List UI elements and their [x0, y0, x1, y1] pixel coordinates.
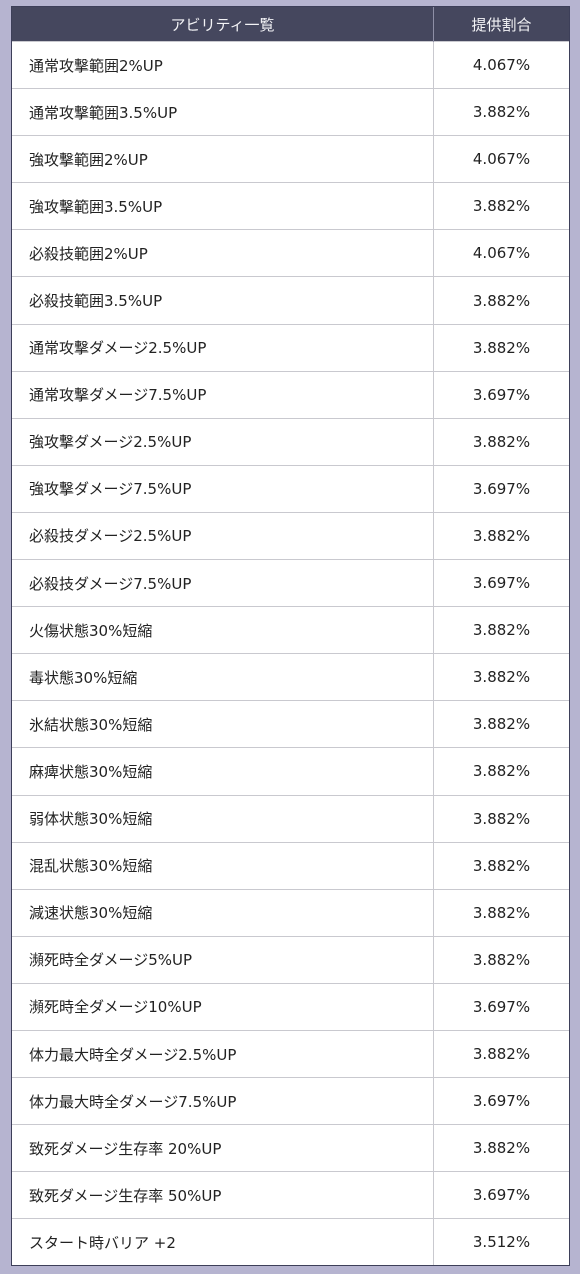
table-row: 必殺技ダメージ2.5%UP 3.882%	[12, 511, 569, 560]
provide-rate-cell: 3.882%	[433, 653, 569, 701]
table-row: 麻痺状態30%短縮 3.882%	[12, 747, 569, 795]
table-row: 通常攻撃ダメージ2.5%UP 3.882%	[12, 323, 569, 372]
provide-rate-cell: 3.697%	[433, 370, 569, 419]
provide-rate-cell: 3.882%	[433, 417, 569, 466]
table-row: 強攻撃ダメージ2.5%UP 3.882%	[12, 417, 569, 466]
table-row: 火傷状態30%短縮 3.882%	[12, 606, 569, 654]
table-row: 毒状態30%短縮 3.882%	[12, 653, 569, 701]
ability-name-cell: 通常攻撃ダメージ7.5%UP	[12, 370, 434, 419]
provide-rate-cell: 3.882%	[433, 276, 569, 325]
table-row: 弱体状態30%短縮 3.882%	[12, 794, 569, 843]
ability-name-cell: 毒状態30%短縮	[12, 653, 434, 701]
header-ability-list: アビリティ一覧	[12, 7, 434, 42]
table-row: 混乱状態30%短縮 3.882%	[12, 841, 569, 890]
ability-name-cell: 体力最大時全ダメージ7.5%UP	[12, 1077, 434, 1125]
table-row: 強攻撃ダメージ7.5%UP 3.697%	[12, 464, 569, 513]
ability-name-cell: 必殺技範囲2%UP	[12, 229, 434, 277]
provide-rate-cell: 3.882%	[433, 747, 569, 795]
header-provide-rate: 提供割合	[433, 7, 569, 42]
table-row: 通常攻撃範囲3.5%UP 3.882%	[12, 88, 569, 136]
provide-rate-cell: 3.697%	[433, 464, 569, 513]
ability-name-cell: 強攻撃ダメージ2.5%UP	[12, 417, 434, 466]
table-row: 体力最大時全ダメージ2.5%UP 3.882%	[12, 1029, 569, 1078]
provide-rate-cell: 3.882%	[433, 888, 569, 937]
ability-name-cell: 必殺技範囲3.5%UP	[12, 276, 434, 325]
provide-rate-cell: 3.697%	[433, 559, 569, 607]
provide-rate-cell: 3.882%	[433, 88, 569, 136]
table-body: 通常攻撃範囲2%UP 4.067% 通常攻撃範囲3.5%UP 3.882% 強攻撃範囲2…	[12, 40, 569, 1266]
ability-name-cell: 麻痺状態30%短縮	[12, 747, 434, 795]
ability-name-cell: 混乱状態30%短縮	[12, 841, 434, 890]
table-row: 必殺技範囲2%UP 4.067%	[12, 229, 569, 277]
ability-name-cell: 減速状態30%短縮	[12, 888, 434, 937]
table-row: 体力最大時全ダメージ7.5%UP 3.697%	[12, 1077, 569, 1125]
table-row: 通常攻撃ダメージ7.5%UP 3.697%	[12, 370, 569, 419]
provide-rate-cell: 4.067%	[433, 135, 569, 183]
ability-name-cell: 致死ダメージ生存率 50%UP	[12, 1171, 434, 1219]
provide-rate-cell: 3.882%	[433, 606, 569, 654]
provide-rate-cell: 3.882%	[433, 511, 569, 560]
ability-name-cell: 強攻撃範囲2%UP	[12, 135, 434, 183]
ability-name-cell: 必殺技ダメージ2.5%UP	[12, 511, 434, 560]
ability-name-cell: 弱体状態30%短縮	[12, 794, 434, 843]
ability-rate-table: アビリティ一覧 提供割合 通常攻撃範囲2%UP 4.067% 通常攻撃範囲3.5%U…	[12, 7, 569, 1266]
provide-rate-cell: 3.512%	[433, 1218, 569, 1266]
ability-name-cell: 瀕死時全ダメージ10%UP	[12, 982, 434, 1031]
provide-rate-cell: 4.067%	[433, 229, 569, 277]
provide-rate-cell: 3.882%	[433, 323, 569, 372]
table-row: 致死ダメージ生存率 20%UP 3.882%	[12, 1124, 569, 1172]
ability-rate-table-frame: アビリティ一覧 提供割合 通常攻撃範囲2%UP 4.067% 通常攻撃範囲3.5%U…	[11, 6, 570, 1267]
ability-name-cell: 通常攻撃範囲3.5%UP	[12, 88, 434, 136]
ability-name-cell: 強攻撃範囲3.5%UP	[12, 182, 434, 230]
ability-name-cell: 瀕死時全ダメージ5%UP	[12, 935, 434, 984]
table-row: 強攻撃範囲2%UP 4.067%	[12, 135, 569, 183]
provide-rate-cell: 3.697%	[433, 1171, 569, 1219]
table-row: 致死ダメージ生存率 50%UP 3.697%	[12, 1171, 569, 1219]
table-row: 瀕死時全ダメージ5%UP 3.882%	[12, 935, 569, 984]
table-row: 瀕死時全ダメージ10%UP 3.697%	[12, 982, 569, 1031]
provide-rate-cell: 3.882%	[433, 841, 569, 890]
table-row: 氷結状態30%短縮 3.882%	[12, 700, 569, 748]
ability-name-cell: 通常攻撃範囲2%UP	[12, 40, 434, 89]
provide-rate-cell: 3.882%	[433, 935, 569, 984]
table-row: 強攻撃範囲3.5%UP 3.882%	[12, 182, 569, 230]
provide-rate-cell: 3.882%	[433, 182, 569, 230]
ability-name-cell: 強攻撃ダメージ7.5%UP	[12, 464, 434, 513]
provide-rate-cell: 3.882%	[433, 1124, 569, 1172]
ability-name-cell: 火傷状態30%短縮	[12, 606, 434, 654]
provide-rate-cell: 4.067%	[433, 40, 569, 89]
ability-name-cell: 通常攻撃ダメージ2.5%UP	[12, 323, 434, 372]
ability-name-cell: 体力最大時全ダメージ2.5%UP	[12, 1029, 434, 1078]
ability-name-cell: 必殺技ダメージ7.5%UP	[12, 559, 434, 607]
provide-rate-cell: 3.882%	[433, 794, 569, 843]
provide-rate-cell: 3.882%	[433, 700, 569, 748]
table-row: 必殺技ダメージ7.5%UP 3.697%	[12, 559, 569, 607]
provide-rate-cell: 3.882%	[433, 1029, 569, 1078]
table-row: 必殺技範囲3.5%UP 3.882%	[12, 276, 569, 325]
table-row: 通常攻撃範囲2%UP 4.067%	[12, 40, 569, 89]
table-row: 減速状態30%短縮 3.882%	[12, 888, 569, 937]
provide-rate-cell: 3.697%	[433, 1077, 569, 1125]
table-row: スタート時バリア +2 3.512%	[12, 1218, 569, 1266]
ability-name-cell: 致死ダメージ生存率 20%UP	[12, 1124, 434, 1172]
ability-name-cell: スタート時バリア +2	[12, 1218, 434, 1266]
ability-name-cell: 氷結状態30%短縮	[12, 700, 434, 748]
table-header-row: アビリティ一覧 提供割合	[12, 7, 569, 42]
provide-rate-cell: 3.697%	[433, 982, 569, 1031]
